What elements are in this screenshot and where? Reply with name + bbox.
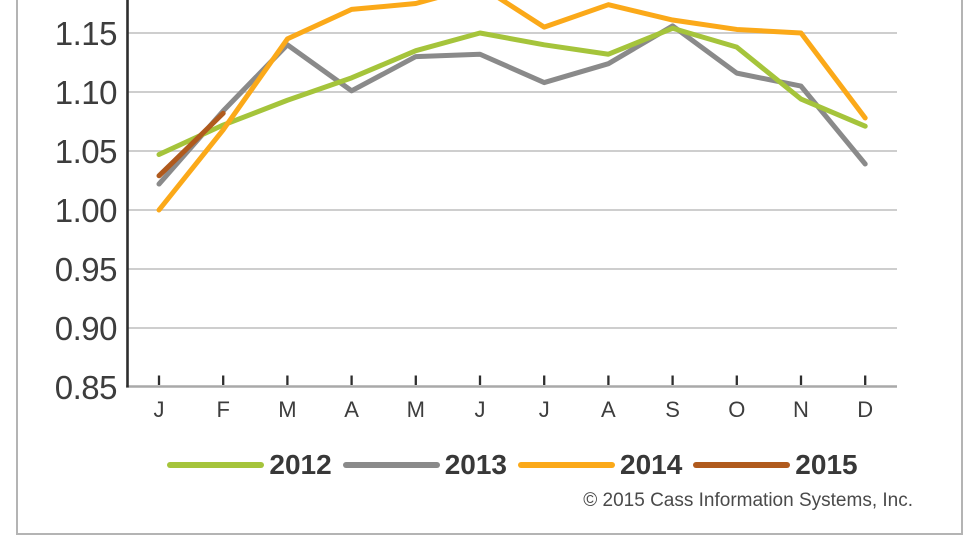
y-axis-label: 1.05 [54,133,118,170]
legend-item-2013: 2013 [342,449,507,480]
legend-swatch-2013 [342,462,440,468]
y-axis-label: 0.95 [54,251,118,288]
x-axis-label: J [474,397,486,422]
x-axis-label: D [857,397,874,422]
x-axis-label: S [665,397,680,422]
x-axis-label: J [538,397,550,422]
legend-label-2014: 2014 [620,449,683,480]
x-axis-label: M [406,397,425,422]
legend-label-2015: 2015 [795,449,858,480]
y-axis-label: 1.10 [54,74,118,111]
y-axis-label: 0.90 [54,310,118,347]
legend-swatch-2015 [693,462,791,468]
legend-label-2013: 2013 [444,449,507,480]
y-axis-label: 1.15 [54,15,118,52]
x-axis-label: N [793,397,809,422]
x-axis-label: A [601,397,616,422]
legend-item-2014: 2014 [518,451,682,479]
chart-legend: 2012 2013 2014 2015 [127,448,898,482]
legend-item-2012: 2012 [167,449,332,480]
legend-swatch-2012 [167,462,265,468]
x-axis-label: M [278,397,297,422]
legend-swatch-2014 [518,462,615,468]
line-chart-plot [126,0,897,388]
series-line-2012 [156,25,868,158]
copyright-text: © 2015 Cass Information Systems, Inc. [583,490,913,511]
series-line-2014 [156,0,868,213]
legend-item-2015: 2015 [693,449,858,480]
x-axis-label: A [344,397,359,422]
legend-label-2012: 2012 [269,449,332,480]
x-axis-label: J [153,397,165,422]
series-line-2013 [156,23,868,187]
x-axis-label: O [728,397,746,422]
series-line-2015 [156,110,226,179]
x-axis-label: F [216,397,230,422]
y-axis-label: 1.00 [54,192,118,229]
y-axis-label: 0.85 [54,369,118,406]
